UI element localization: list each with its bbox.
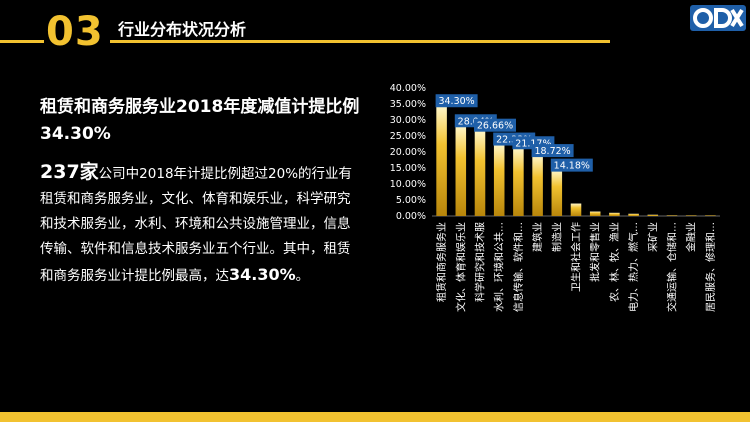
data-label-box — [531, 144, 574, 158]
company-logo-icon — [690, 5, 746, 31]
x-tick-label: 批发和零售业 — [589, 222, 602, 282]
section-number: 03 — [44, 8, 110, 56]
bar — [551, 170, 563, 216]
bar — [455, 126, 467, 216]
data-label: 26.66% — [477, 121, 513, 132]
x-tick-label: 信息传输、软件和… — [512, 222, 525, 312]
y-tick-label: 40.00% — [390, 83, 426, 94]
bar — [628, 213, 639, 216]
bar — [705, 215, 716, 216]
x-tick-label: 水利、环境和公共… — [493, 222, 506, 312]
x-tick-label: 租赁和商务服务业 — [435, 222, 448, 302]
x-tick-label: 农、林、牧、渔业 — [608, 222, 621, 302]
x-tick-label: 电力、热力、燃气… — [627, 222, 640, 312]
x-tick-label: 建筑业 — [531, 222, 544, 252]
x-tick-label: 采矿业 — [646, 222, 659, 252]
highlight-percentage: 34.30% — [229, 265, 296, 284]
x-tick-label: 金融业 — [685, 222, 698, 252]
y-tick-label: 30.00% — [390, 115, 426, 126]
x-tick-label: 文化、体育和娱乐业 — [454, 222, 467, 312]
x-tick-label: 交通运输、仓储和… — [666, 222, 679, 312]
data-label-box — [474, 118, 516, 132]
bar — [513, 148, 524, 216]
bar — [609, 212, 620, 216]
bar — [685, 215, 697, 216]
data-label: 18.72% — [534, 146, 570, 157]
y-tick-label: 10.00% — [390, 179, 426, 190]
bar — [436, 106, 447, 216]
impairment-ratio-bar-chart: 0.00% 5.00% 10.00% 15.00% 20.00% 25.00% 30.00%… — [390, 83, 720, 312]
bar — [474, 130, 486, 216]
data-label: 34.30% — [438, 96, 474, 107]
bar — [666, 215, 678, 216]
y-tick-label: 15.00% — [390, 163, 426, 174]
description-end: 。 — [295, 268, 310, 284]
data-label-box — [435, 94, 478, 108]
company-count: 237家 — [40, 161, 99, 183]
data-label: 14.18% — [554, 161, 590, 172]
y-tick-label: 20.00% — [390, 147, 426, 158]
header-rule — [0, 40, 610, 43]
section-title: 行业分布状况分析 — [118, 20, 247, 39]
description-paragraph: 237家公司中2018年计提比例超过20%的行业有租赁和商务服务业，文化、体育和… — [40, 160, 362, 289]
y-tick-label: 25.00% — [390, 131, 426, 142]
x-tick-label: 居民服务、修理和… — [704, 222, 717, 312]
bar — [570, 203, 582, 216]
x-tick-label: 制造业 — [550, 222, 563, 252]
bar — [647, 214, 659, 216]
data-label-box — [550, 158, 593, 172]
x-tick-label: 科学研究和技术服 — [474, 222, 487, 302]
data-label: 21.17% — [515, 138, 551, 149]
bar — [532, 156, 543, 216]
headline: 租赁和商务服务业2018年度减值计提比例34.30% — [40, 97, 360, 144]
description-text: 公司中2018年计提比例超过20%的行业有租赁和商务服务业，文化、体育和娱乐业，… — [40, 166, 353, 284]
y-tick-label: 35.00% — [390, 99, 426, 110]
bottom-accent-bar — [0, 412, 750, 422]
bar — [589, 211, 601, 216]
x-tick-label: 卫生和社会工作 — [570, 222, 583, 292]
y-tick-label: 5.00% — [396, 195, 426, 206]
bar — [493, 144, 505, 216]
y-tick-label: 0.00% — [396, 211, 426, 222]
